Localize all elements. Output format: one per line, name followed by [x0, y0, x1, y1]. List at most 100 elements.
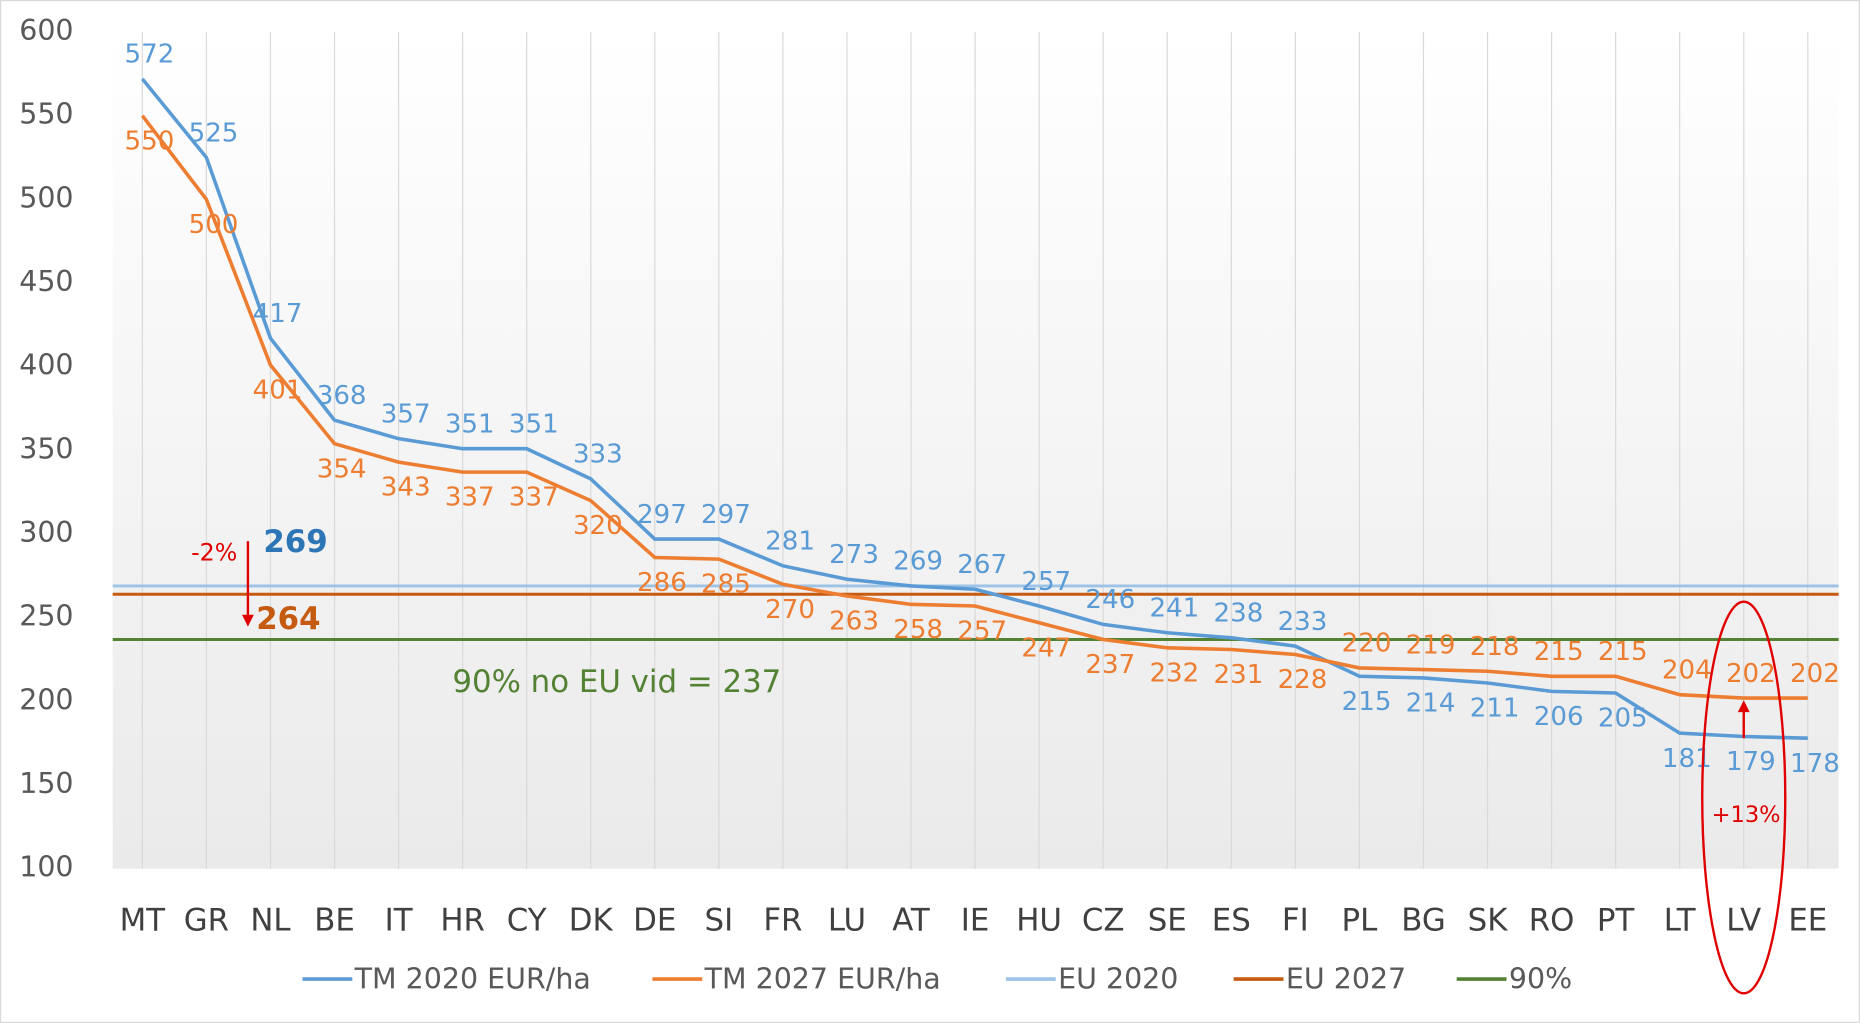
data-label: 218 [1470, 632, 1520, 662]
y-tick-label: 100 [19, 851, 73, 884]
x-tick-label: LV [1726, 903, 1761, 939]
x-tick-label: SK [1468, 903, 1509, 939]
legend-label: TM 2020 EUR/ha [354, 962, 591, 995]
data-label: 351 [509, 409, 559, 439]
data-label: 206 [1534, 702, 1584, 732]
data-label: 285 [701, 570, 751, 600]
x-tick-label: BG [1401, 903, 1445, 939]
x-tick-label: HU [1016, 903, 1062, 939]
x-tick-label: EE [1788, 903, 1827, 939]
y-tick-label: 250 [19, 600, 73, 633]
legend-label: TM 2027 EUR/ha [704, 962, 941, 995]
data-label: 333 [573, 440, 623, 470]
x-tick-label: BE [314, 903, 355, 939]
x-tick-label: SE [1148, 903, 1187, 939]
data-label: 179 [1726, 747, 1776, 777]
data-label: 286 [637, 568, 687, 598]
data-label: 215 [1534, 637, 1584, 667]
y-tick-label: 350 [19, 432, 73, 465]
data-label: 401 [253, 376, 303, 406]
data-label: 270 [765, 595, 815, 625]
data-label: 343 [381, 473, 431, 503]
data-label: 267 [957, 550, 1007, 580]
x-tick-label: CY [507, 903, 547, 939]
x-tick-label: FR [763, 903, 802, 939]
data-label: 205 [1598, 704, 1648, 734]
data-label: 297 [701, 500, 751, 530]
data-label: 233 [1278, 607, 1328, 637]
x-tick-label: DE [633, 903, 676, 939]
data-label: 247 [1021, 633, 1071, 663]
x-tick-label: LU [828, 903, 866, 939]
data-label: 241 [1149, 594, 1199, 624]
series-line [140, 114, 1808, 700]
data-label: 220 [1342, 629, 1392, 659]
data-label: 354 [317, 454, 367, 484]
x-tick-label: MT [120, 903, 166, 939]
arrow-head [1737, 700, 1750, 713]
y-tick-label: 400 [19, 349, 73, 382]
data-label: 211 [1470, 694, 1520, 724]
data-label: 219 [1406, 630, 1456, 660]
x-tick-label: HR [440, 903, 485, 939]
data-label: 273 [829, 540, 879, 570]
x-tick-label: PL [1342, 903, 1379, 939]
data-label: 215 [1598, 637, 1648, 667]
data-label: 178 [1790, 749, 1840, 779]
data-label: 231 [1214, 660, 1264, 690]
data-label: 237 [1085, 650, 1135, 680]
annotation: 90% no EU vid = 237 [452, 664, 781, 700]
data-label: 351 [445, 409, 495, 439]
y-tick-label: 150 [19, 767, 73, 800]
data-label: 357 [381, 399, 431, 429]
data-label: 550 [125, 126, 175, 156]
data-label: 281 [765, 527, 815, 557]
x-tick-label: FI [1282, 903, 1309, 939]
x-tick-label: PT [1597, 903, 1635, 939]
y-tick-label: 200 [19, 683, 73, 716]
data-label: 417 [253, 299, 303, 329]
highlight-circle [1701, 600, 1787, 995]
data-label: 257 [957, 617, 1007, 647]
data-label: 572 [125, 40, 175, 70]
data-label: 214 [1406, 689, 1456, 719]
data-label: 337 [445, 483, 495, 513]
y-tick-label: 500 [19, 181, 73, 214]
y-tick-label: 550 [19, 98, 73, 131]
y-tick-label: 300 [19, 516, 73, 549]
data-label: 232 [1149, 658, 1199, 688]
data-label: 263 [829, 607, 879, 637]
data-label: 320 [573, 511, 623, 541]
legend-label: 90% [1509, 962, 1572, 995]
data-label: 525 [189, 118, 239, 148]
legend-label: EU 2020 [1058, 962, 1178, 995]
x-tick-label: RO [1529, 903, 1575, 939]
x-tick-label: CZ [1082, 903, 1125, 939]
reference-label: 269 [263, 524, 327, 560]
data-label: 368 [317, 381, 367, 411]
data-label: 204 [1662, 655, 1712, 685]
legend-label: EU 2027 [1286, 962, 1406, 995]
x-tick-label: LT [1664, 903, 1696, 939]
annotation: +13% [1712, 802, 1781, 828]
reference-label: 264 [256, 601, 320, 637]
data-label: 500 [189, 210, 239, 240]
data-label: 215 [1342, 687, 1392, 717]
data-label: 246 [1085, 585, 1135, 615]
data-label: 238 [1214, 599, 1264, 629]
x-tick-label: AT [892, 903, 930, 939]
data-label: 202 [1790, 659, 1840, 689]
data-label: 228 [1278, 665, 1328, 695]
data-label: 269 [893, 547, 943, 577]
x-tick-label: IE [961, 903, 990, 939]
x-tick-label: ES [1212, 903, 1251, 939]
x-tick-label: SI [705, 903, 734, 939]
data-label: 258 [893, 615, 943, 645]
arrow-head [241, 614, 254, 627]
x-tick-label: GR [184, 903, 229, 939]
series-line [140, 77, 1808, 740]
data-label: 257 [1021, 567, 1071, 597]
y-tick-label: 450 [19, 265, 73, 298]
